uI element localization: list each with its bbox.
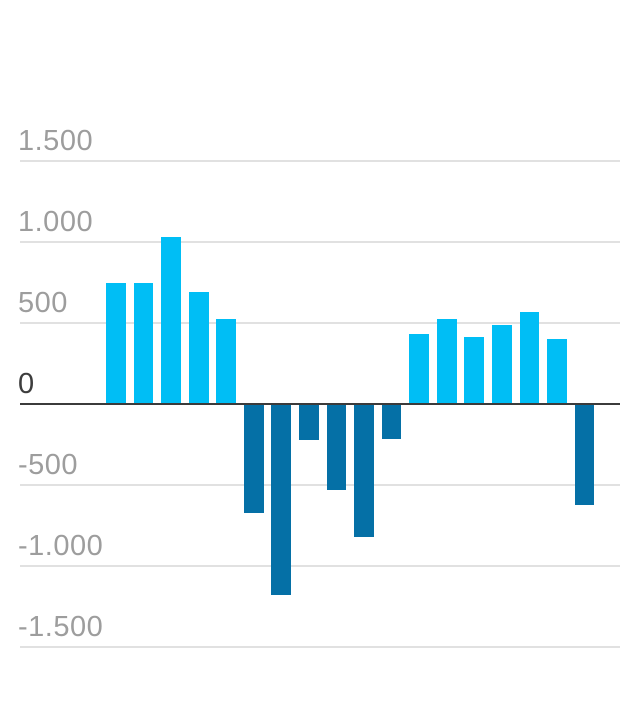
bar-positive [464, 336, 485, 404]
y-gridline [20, 241, 620, 243]
bar-negative [574, 404, 595, 506]
bar-negative [326, 404, 347, 490]
bar-positive [106, 282, 126, 404]
bar-positive [216, 318, 237, 404]
y-gridline [20, 160, 620, 162]
y-tick-label: -1.000 [18, 530, 104, 562]
y-tick-label: -500 [18, 449, 79, 481]
y-tick-label: 1.500 [18, 125, 94, 157]
bar-negative [243, 404, 264, 514]
bar-negative [354, 404, 374, 537]
bar-positive [409, 334, 430, 404]
y-tick-label: -1.500 [18, 611, 104, 643]
y-gridline [20, 322, 620, 324]
y-gridline [20, 484, 620, 486]
zero-axis-line [20, 402, 620, 406]
bar-positive [436, 318, 457, 404]
bar-positive [133, 282, 154, 404]
bar-negative [381, 404, 402, 439]
bar-positive [519, 311, 540, 404]
y-tick-label: 500 [18, 287, 68, 319]
y-gridline [20, 646, 620, 648]
bar-negative [298, 404, 319, 440]
bar-positive [161, 237, 181, 404]
bar-positive [491, 324, 512, 404]
y-tick-label: 0 [18, 368, 35, 400]
y-tick-label: 1.000 [18, 206, 94, 238]
bar-negative [271, 404, 292, 596]
bar-positive [547, 339, 567, 404]
y-gridline [20, 565, 620, 567]
bar-positive [188, 292, 209, 404]
